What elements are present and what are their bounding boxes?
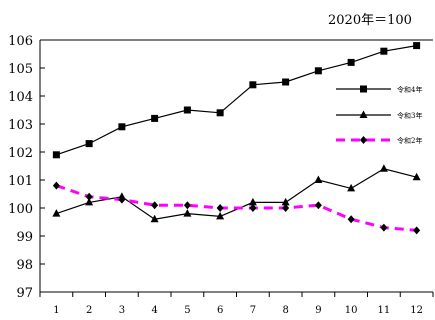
- data-point: [183, 201, 191, 210]
- y-tick-label: 106: [8, 34, 33, 49]
- data-point: [248, 197, 257, 206]
- series-line-3: [55, 184, 417, 232]
- legend-marker: [360, 85, 367, 93]
- x-tick-label: 7: [250, 305, 256, 316]
- data-point: [281, 197, 290, 206]
- chart-note: 2020年＝100: [328, 13, 412, 28]
- data-point: [151, 114, 159, 122]
- data-point: [380, 223, 388, 232]
- data-point: [249, 204, 257, 212]
- y-tick-label: 103: [8, 118, 33, 133]
- data-point: [379, 164, 388, 172]
- data-point: [216, 204, 224, 212]
- data-point: [183, 106, 191, 114]
- data-point: [118, 195, 126, 204]
- series-line-2: [56, 168, 417, 220]
- y-tick-label: 102: [8, 146, 33, 161]
- x-tick-label: 6: [217, 305, 223, 316]
- series-line-1: [56, 45, 417, 156]
- data-point: [314, 67, 322, 75]
- y-tick-label: 98: [16, 258, 33, 273]
- y-tick-label: 104: [8, 90, 33, 105]
- x-tick-label: 10: [345, 305, 358, 316]
- data-point: [151, 201, 159, 210]
- x-tick-label: 4: [151, 305, 157, 316]
- data-point: [249, 81, 257, 89]
- data-point: [150, 214, 159, 223]
- data-point: [282, 78, 290, 86]
- data-point: [347, 58, 355, 66]
- y-tick-label: 100: [8, 202, 33, 217]
- data-point: [216, 109, 224, 117]
- legend-label: 令和4年: [397, 85, 422, 94]
- x-tick-label: 11: [378, 305, 391, 316]
- legend-label: 令和2年: [397, 136, 422, 145]
- data-point: [118, 123, 126, 131]
- data-point: [314, 201, 322, 210]
- data-point: [347, 215, 355, 224]
- data-point: [216, 211, 225, 220]
- data-point: [183, 209, 192, 217]
- data-point: [380, 47, 388, 55]
- y-tick-label: 99: [16, 230, 33, 245]
- data-point: [314, 175, 323, 183]
- x-tick-label: 1: [53, 305, 59, 316]
- legend-marker: [359, 110, 368, 118]
- data-point: [413, 42, 421, 50]
- data-point: [413, 226, 421, 235]
- data-point: [412, 172, 421, 181]
- y-tick-label: 97: [16, 286, 33, 301]
- data-point: [85, 192, 93, 201]
- data-point: [85, 197, 94, 206]
- x-tick-label: 5: [184, 305, 190, 316]
- x-tick-label: 3: [119, 305, 125, 316]
- x-tick-label: 9: [315, 305, 321, 316]
- x-tick-label: 2: [86, 305, 92, 316]
- data-point: [282, 204, 290, 212]
- data-point: [85, 140, 93, 148]
- y-tick-label: 105: [8, 62, 33, 77]
- legend-marker: [360, 136, 367, 144]
- x-tick-label: 8: [282, 305, 288, 316]
- data-point: [52, 209, 61, 217]
- data-point: [52, 151, 60, 159]
- data-point: [347, 183, 356, 192]
- y-tick-label: 101: [8, 174, 33, 189]
- data-point: [52, 181, 60, 190]
- x-tick-label: 12: [410, 305, 423, 316]
- legend-label: 令和3年: [397, 111, 422, 120]
